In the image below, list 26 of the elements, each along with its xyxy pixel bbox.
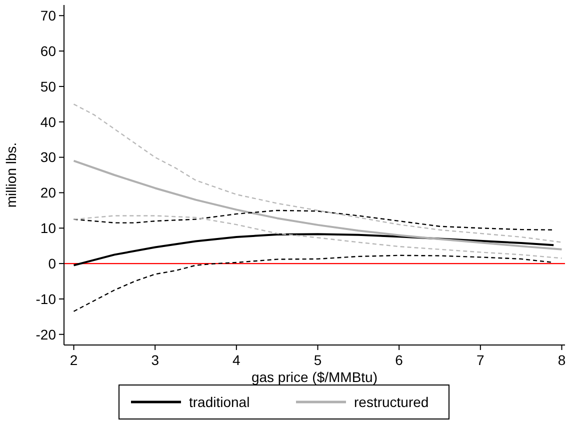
- x-tick-label: 5: [314, 352, 322, 368]
- y-tick-label: 70: [40, 8, 56, 24]
- x-tick-label: 8: [558, 352, 566, 368]
- y-tick-label: 20: [40, 184, 56, 201]
- line-series: [73, 215, 562, 259]
- y-tick-label: 30: [40, 149, 56, 166]
- y-tick-label: 0: [48, 255, 56, 272]
- x-tick-label: 4: [232, 352, 241, 368]
- line-series: [72, 160, 563, 250]
- y-tick-label: 60: [40, 42, 56, 59]
- x-tick-label: 6: [395, 352, 404, 368]
- line-series: [72, 233, 555, 266]
- y-tick-label: 50: [40, 78, 56, 94]
- y-tick-label: 40: [40, 114, 56, 130]
- x-axis-title: gas price ($/MMBtu): [251, 369, 378, 385]
- line-series: [73, 210, 554, 230]
- x-tick-label: 2: [70, 352, 78, 368]
- y-tick-label: 10: [40, 220, 56, 236]
- y-tick-label: -10: [36, 290, 56, 307]
- y-tick-label: -20: [36, 326, 56, 342]
- x-tick-label: 3: [151, 352, 160, 368]
- x-tick-label: 7: [476, 352, 485, 368]
- line-series: [73, 104, 562, 243]
- legend-label: traditional: [189, 394, 250, 410]
- y-axis-title: million lbs.: [3, 142, 19, 208]
- legend-label: restructured: [354, 394, 429, 410]
